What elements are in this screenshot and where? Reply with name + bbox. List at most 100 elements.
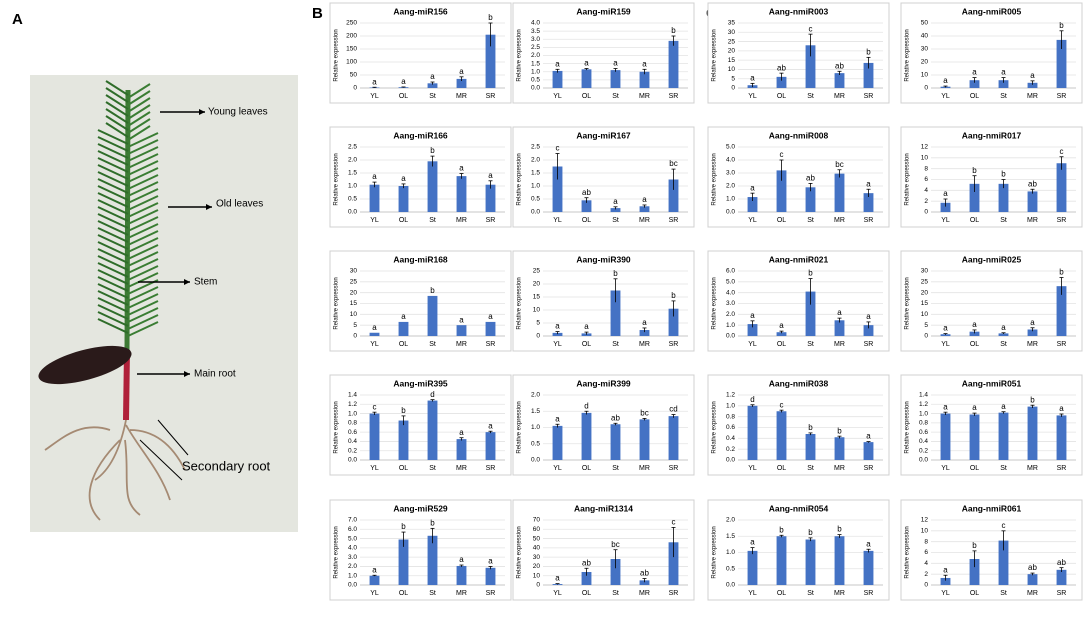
bar [969,331,980,336]
x-tick-label: St [429,590,436,597]
bar [834,320,845,336]
x-tick-label: SR [669,341,679,348]
chart-title: Aang-miR168 [393,254,448,264]
bar [427,535,438,585]
significance-letter: b [430,286,435,295]
x-tick-label: St [807,341,814,348]
chart: Aang-nmiR051 Relative expression 0.0 0.2 0.4… [900,374,1083,476]
leaf [127,174,159,190]
significance-letter: c [809,24,813,33]
leaf [105,115,129,131]
x-tick-label: SR [1057,217,1067,224]
y-tick-label: 30 [728,29,736,36]
y-tick-label: 0.0 [348,582,357,589]
bar [805,434,816,460]
y-tick-label: 1.5 [726,533,735,540]
x-tick-label: MR [1027,93,1038,100]
x-tick-label: SR [486,341,496,348]
y-tick-label: 8 [924,538,928,545]
y-axis-label: Relative expression [334,401,340,453]
bar [776,411,787,460]
y-axis-label: Relative expression [712,277,718,329]
y-tick-label: 4.0 [531,20,540,27]
y-tick-label: 2.0 [531,157,540,164]
bar [776,76,787,88]
y-tick-label: 0.6 [919,429,928,436]
y-tick-label: 0.6 [348,429,357,436]
y-tick-label: 2 [924,198,928,205]
bar [610,424,621,460]
significance-letter: a [401,77,406,86]
y-tick-label: 0.2 [726,446,735,453]
arrow-head [199,109,205,115]
x-tick-label: St [1000,341,1007,348]
significance-letter: a [584,59,589,68]
chart-title: Aang-nmiR008 [769,130,829,140]
x-tick-label: MR [456,217,467,224]
y-tick-label: 25 [728,38,736,45]
y-tick-label: 0.4 [348,438,357,445]
y-tick-label: 25 [533,268,541,275]
x-tick-label: St [612,590,619,597]
chart-title: Aang-miR167 [576,130,631,140]
y-tick-label: 10 [728,66,736,73]
y-tick-label: 0.0 [348,209,357,216]
y-tick-label: 5 [731,75,735,82]
bar [834,73,845,88]
bar [427,295,438,336]
y-axis-label: Relative expression [905,401,911,453]
panel-label: B [312,5,323,22]
chart-title: Aang-miR159 [576,6,631,16]
bar [581,200,592,212]
x-tick-label: St [429,93,436,100]
y-tick-label: 35 [728,20,736,27]
bar [1027,574,1038,585]
chart: Aang-miR156 Relative expression 0 50 100 150 2… [329,2,512,104]
significance-letter: a [943,189,948,198]
significance-letter: a [750,183,755,192]
y-tick-label: 0.0 [919,457,928,464]
significance-letter: a [972,320,977,329]
x-tick-label: OL [777,93,786,100]
y-tick-label: 250 [346,20,357,27]
bar [1056,569,1067,585]
chart-frame [512,2,695,104]
significance-letter: b [1001,170,1006,179]
leaf [127,307,159,323]
significance-letter: b [972,166,977,175]
y-tick-label: 1.0 [726,322,735,329]
y-tick-label: 3.0 [348,554,357,561]
significance-letter: a [430,72,435,81]
leaf [97,227,129,243]
y-tick-label: 70 [533,517,541,524]
chart-frame [707,126,890,228]
y-tick-label: 0.0 [726,333,735,340]
x-tick-label: OL [399,217,408,224]
bar [998,183,1009,212]
x-tick-label: SR [669,590,679,597]
x-tick-label: SR [669,93,679,100]
significance-letter: b [837,525,842,534]
y-tick-label: 1.2 [726,392,735,399]
secondary-roots [44,419,186,521]
significance-letter: bc [611,540,619,549]
chart-title: Aang-miR156 [393,6,448,16]
significance-letter: b [808,423,813,432]
significance-letter: a [943,565,948,574]
significance-letter: a [1030,318,1035,327]
x-tick-label: OL [970,341,979,348]
bar [969,414,980,460]
x-tick-label: St [612,341,619,348]
significance-letter: a [459,67,464,76]
x-tick-label: OL [777,217,786,224]
x-tick-label: St [429,217,436,224]
leaf [127,160,159,176]
y-tick-label: 6 [924,549,928,556]
x-tick-label: YL [748,217,757,224]
leaf [127,265,159,281]
y-tick-label: 3.5 [531,28,540,35]
chart-frame [329,126,512,228]
bar [581,69,592,88]
x-tick-label: OL [777,341,786,348]
significance-letter: a [866,312,871,321]
